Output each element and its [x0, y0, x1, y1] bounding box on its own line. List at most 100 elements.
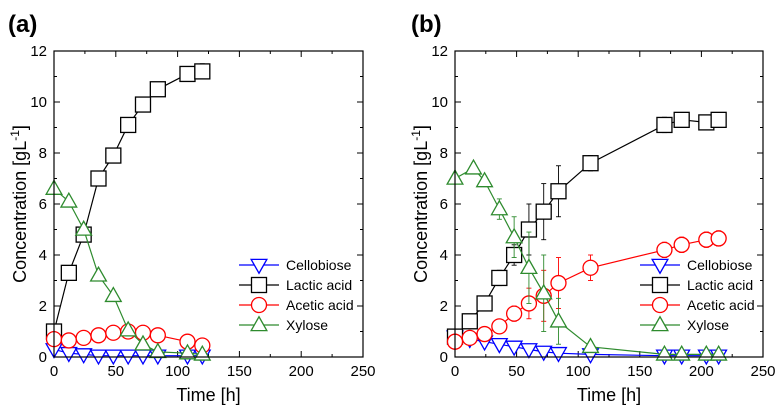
legend-label: Lactic acid: [286, 277, 352, 293]
x-tick-label: 0: [451, 363, 459, 380]
data-point: [656, 241, 673, 259]
legend-label: Acetic acid: [286, 297, 354, 313]
data-point: [505, 227, 524, 244]
legend-marker: [651, 315, 669, 332]
data-point: [491, 269, 508, 287]
legend-label: Acetic acid: [687, 297, 755, 313]
data-point: [74, 219, 93, 236]
legend-marker: [250, 258, 268, 275]
legend-marker: [651, 258, 669, 275]
data-point: [149, 327, 166, 344]
legend-marker: [250, 276, 268, 294]
data-point: [194, 63, 211, 80]
series-line: [53, 70, 203, 332]
y-tick-label: 10: [431, 94, 448, 111]
series-xylose: [45, 179, 212, 361]
panel-label: (b): [411, 11, 442, 38]
legend-label: Xylose: [286, 317, 328, 333]
data-point: [505, 305, 523, 322]
data-point: [461, 313, 478, 330]
data-point: [74, 348, 93, 365]
series-xylose: [446, 158, 728, 361]
data-point: [90, 327, 107, 344]
y-tick-label: 6: [39, 196, 47, 213]
series-acetic-acid: [446, 230, 727, 350]
chart-panel-a: (a) 0 50 100 150 200 250 0 2 4 6 8 10 12 Time [h] Conce…: [8, 11, 376, 405]
y-tick-label: 2: [440, 298, 448, 315]
data-point: [461, 329, 478, 347]
x-tick-label: 100: [566, 363, 591, 380]
data-point: [476, 325, 493, 343]
data-point: [534, 345, 553, 362]
series-line: [53, 188, 203, 355]
data-point: [134, 334, 152, 351]
panel-label: (a): [8, 11, 37, 38]
y-tick-label: 8: [440, 145, 448, 162]
data-point: [104, 286, 123, 303]
data-point: [710, 111, 727, 128]
data-point: [178, 343, 197, 360]
series-lactic-acid: [446, 111, 727, 345]
data-point: [179, 65, 196, 83]
data-point: [120, 116, 137, 134]
data-point: [534, 283, 553, 300]
y-axis-label: Concentration [gL-1]: [8, 125, 30, 283]
data-point: [475, 171, 494, 188]
y-tick-label: 12: [30, 43, 47, 60]
y-tick-label: 12: [431, 43, 448, 60]
x-tick-label: 150: [227, 363, 252, 380]
x-tick-label: 50: [508, 363, 525, 380]
legend: Cellobiose Lactic acid Acetic acid Xylose: [239, 257, 354, 333]
data-point: [519, 343, 538, 359]
data-point: [59, 346, 78, 363]
data-point: [490, 337, 509, 354]
data-point: [505, 340, 524, 357]
data-point: [491, 318, 508, 335]
data-point: [673, 236, 690, 253]
plot-frame: [53, 50, 364, 358]
y-tick-label: 0: [440, 349, 448, 366]
y-tick-label: 8: [39, 145, 47, 162]
data-point: [549, 311, 568, 328]
data-point: [550, 183, 567, 200]
legend-marker: [651, 276, 669, 294]
data-point: [673, 111, 690, 128]
data-point: [105, 147, 122, 164]
legend: Cellobiose Lactic acid Acetic acid Xylose: [640, 257, 755, 333]
x-axis-label: Time [h]: [176, 385, 240, 405]
y-axis-label: Concentration [gL-1]: [409, 125, 431, 283]
data-point: [105, 324, 122, 341]
data-point: [519, 258, 538, 275]
x-tick-label: 200: [689, 363, 714, 380]
data-point: [582, 259, 599, 276]
data-point: [549, 346, 568, 363]
x-tick-label: 200: [289, 363, 314, 380]
legend-label: Xylose: [687, 317, 729, 333]
plot-frame: [454, 50, 764, 358]
data-point: [490, 199, 509, 216]
x-tick-label: 150: [627, 363, 652, 380]
y-tick-label: 4: [440, 247, 448, 264]
data-point: [60, 264, 77, 282]
x-tick-label: 0: [50, 363, 58, 380]
x-tick-label: 250: [750, 363, 775, 380]
data-point: [464, 158, 483, 175]
y-tick-label: 4: [39, 247, 47, 264]
data-point: [89, 265, 108, 282]
data-point: [75, 329, 92, 347]
data-point: [90, 170, 107, 187]
data-point: [710, 230, 727, 247]
data-point: [134, 96, 152, 113]
legend-marker: [250, 315, 268, 332]
legend-label: Lactic acid: [687, 277, 753, 293]
legend-label: Cellobiose: [687, 257, 753, 273]
data-point: [149, 81, 166, 98]
data-point: [535, 203, 552, 220]
legend-marker: [250, 296, 268, 314]
data-point: [582, 155, 599, 172]
y-tick-label: 10: [30, 94, 47, 111]
series-line: [53, 348, 203, 357]
data-point: [550, 274, 567, 292]
